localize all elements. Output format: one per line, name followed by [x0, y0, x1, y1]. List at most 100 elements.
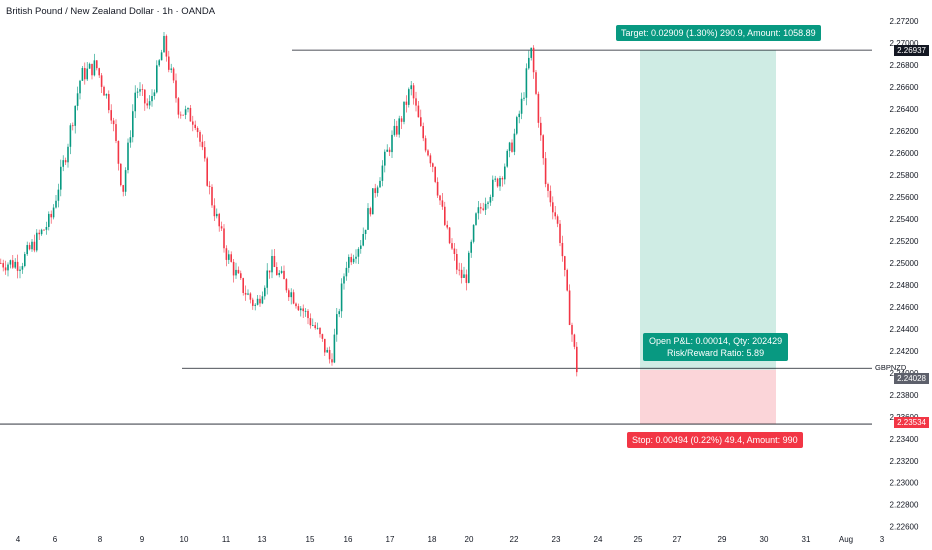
stop-label[interactable]: Stop: 0.00494 (0.22%) 49.4, Amount: 990 [627, 432, 803, 448]
candle [336, 307, 338, 342]
candle [324, 338, 326, 356]
candle [396, 120, 398, 137]
price-tick-label: 2.24200 [890, 347, 919, 356]
candle [230, 251, 232, 263]
candle [141, 84, 144, 97]
candle [564, 255, 566, 277]
candle [331, 353, 333, 366]
candle [379, 177, 381, 188]
candle [314, 321, 316, 330]
time-tick-label: 25 [634, 535, 643, 544]
candle [74, 105, 76, 134]
candle [201, 134, 204, 151]
time-tick-label: 23 [552, 535, 561, 544]
time-tick-label: 18 [428, 535, 437, 544]
candle [100, 73, 103, 93]
candle [64, 157, 67, 166]
price-tick-label: 2.26200 [890, 127, 919, 136]
price-axis[interactable]: 2.226002.228002.230002.232002.234002.236… [890, 17, 919, 532]
time-tick-label: 15 [306, 535, 315, 544]
candle [283, 265, 285, 280]
candle [446, 220, 448, 230]
candle [408, 87, 410, 108]
pnl-line: Open P&L: 0.00014, Qty: 202429 [649, 336, 783, 346]
price-tick-label: 2.26800 [890, 61, 919, 70]
price-tick-label: 2.26000 [890, 149, 919, 158]
candle [158, 58, 160, 67]
candle [151, 89, 153, 107]
pnl-label[interactable]: Open P&L: 0.00014, Qty: 202429 Risk/Rewa… [643, 333, 789, 361]
candle [300, 306, 302, 317]
time-axis[interactable]: 4 6 8 9 10 11 13 15 16 17 18 20 22 23 24 25 27 29 30 31 Aug 3 [16, 535, 885, 544]
candle [542, 134, 544, 165]
candle [484, 197, 487, 215]
candle [96, 59, 98, 71]
candle [259, 295, 261, 307]
candle [67, 143, 69, 168]
candle [45, 221, 48, 235]
candle [345, 261, 348, 281]
price-tick-label: 2.27200 [890, 17, 919, 26]
profit-zone [640, 50, 776, 370]
price-tick-label: 2.22600 [890, 523, 919, 532]
candle [540, 116, 542, 141]
candle [312, 318, 314, 327]
candle [160, 49, 163, 61]
candle [525, 63, 528, 106]
candle [266, 263, 268, 295]
candle [321, 333, 324, 342]
candle [264, 285, 266, 300]
candle [427, 149, 429, 157]
candle [218, 212, 220, 232]
candle [144, 89, 146, 111]
candle [302, 304, 304, 318]
candle [40, 228, 43, 236]
time-tick-label: 10 [180, 535, 189, 544]
candle [88, 62, 91, 69]
candle [420, 109, 422, 127]
candle [333, 328, 336, 364]
candle [189, 105, 192, 122]
candle [165, 34, 168, 62]
candle [153, 89, 156, 100]
price-tick-label: 2.23400 [890, 435, 919, 444]
candle [7, 262, 9, 277]
candle [561, 235, 564, 262]
candle [52, 204, 55, 220]
candle [225, 245, 228, 267]
candle [573, 333, 576, 350]
candle [62, 155, 64, 172]
candle [182, 114, 184, 116]
candle [228, 250, 230, 264]
candle [506, 149, 508, 168]
price-tick-label: 2.25600 [890, 193, 919, 202]
candle [458, 262, 460, 276]
price-tick-label: 2.23000 [890, 479, 919, 488]
candle [139, 82, 141, 96]
candle [206, 156, 208, 187]
candle [307, 308, 309, 325]
candle [547, 182, 549, 198]
candle [549, 185, 552, 207]
candle [338, 308, 340, 318]
candle [196, 126, 199, 138]
candle [384, 149, 386, 173]
candle [568, 284, 571, 326]
candle [184, 105, 187, 120]
candle [232, 258, 235, 283]
candle [571, 322, 573, 342]
candle [216, 208, 218, 219]
candle [504, 163, 506, 185]
candle [319, 327, 321, 338]
candle [292, 289, 295, 305]
candle [278, 270, 280, 278]
target-label[interactable]: Target: 0.02909 (1.30%) 290.9, Amount: 1… [616, 25, 821, 41]
candle [31, 239, 33, 252]
candle [372, 188, 374, 215]
candle [168, 50, 170, 73]
candle [343, 273, 345, 290]
chart-title: British Pound / New Zealand Dollar · 1h … [6, 6, 216, 17]
candle [364, 229, 367, 240]
candle [199, 130, 201, 147]
